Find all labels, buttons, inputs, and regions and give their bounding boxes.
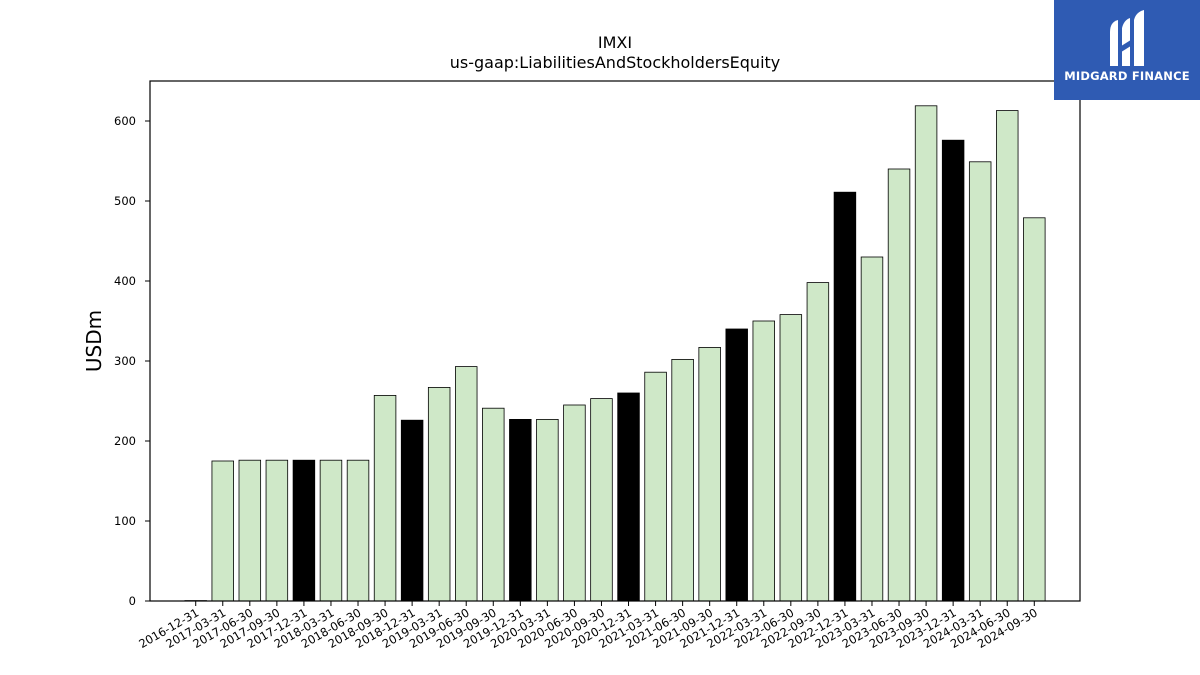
bar-2017-03-31 [211, 460, 234, 602]
bar-2021-06-30 [671, 358, 694, 602]
chart-subtitle: us-gaap:LiabilitiesAndStockholdersEquity [450, 53, 781, 72]
bar-2022-12-31 [833, 191, 857, 602]
bar-2017-12-31 [292, 459, 316, 602]
y-tick-label: 100 [114, 514, 136, 528]
bar-2017-09-30 [265, 459, 289, 602]
y-tick-label: 300 [114, 354, 136, 368]
bar-2017-06-30 [238, 459, 262, 602]
bar-2019-03-31 [427, 386, 451, 602]
bars-group [184, 105, 1046, 602]
bar-2019-06-30 [455, 366, 478, 602]
chart-title: IMXI [598, 33, 632, 52]
plot-frame [149, 80, 1081, 602]
bar-2023-12-31 [941, 139, 965, 602]
bar-2024-03-31 [968, 161, 992, 602]
bar-2020-06-30 [563, 404, 586, 602]
bar-2018-09-30 [373, 394, 397, 602]
bar-2020-09-30 [590, 398, 613, 602]
bar-2018-03-31 [319, 459, 343, 602]
y-ticks-group: 0 100 200 300 400 500 600 [114, 114, 150, 608]
bar-2020-03-31 [536, 418, 559, 602]
y-tick-label: 0 [129, 594, 136, 608]
midgard-logo-icon [1110, 10, 1144, 66]
bar-2019-09-30 [482, 407, 505, 602]
bar-2022-03-31 [752, 320, 775, 602]
bar-2024-06-30 [996, 110, 1019, 602]
bar-2020-12-31 [617, 392, 640, 602]
logo-text: MIDGARD FINANCE [1064, 69, 1190, 83]
y-tick-label: 600 [114, 114, 136, 128]
bar-2023-06-30 [887, 168, 911, 602]
y-tick-label: 500 [114, 194, 136, 208]
x-ticks-group: 2016-12-312017-03-312017-06-302017-09-30… [136, 601, 1040, 651]
midgard-finance-logo: MIDGARD FINANCE [1054, 0, 1200, 100]
bar-2023-09-30 [914, 105, 938, 602]
bar-2021-12-31 [725, 328, 748, 602]
bar-2022-06-30 [779, 314, 803, 602]
bar-2019-12-31 [509, 418, 532, 602]
bar-2024-09-30 [1023, 217, 1046, 602]
y-axis-label: USDm [82, 310, 106, 372]
bar-2022-09-30 [806, 282, 830, 602]
bar-2021-09-30 [698, 346, 721, 602]
bar-2023-03-31 [860, 256, 884, 602]
bar-2018-12-31 [400, 419, 424, 602]
y-tick-label: 400 [114, 274, 136, 288]
bar-2018-06-30 [346, 459, 370, 602]
bar-2021-03-31 [644, 371, 667, 602]
y-tick-label: 200 [114, 434, 136, 448]
